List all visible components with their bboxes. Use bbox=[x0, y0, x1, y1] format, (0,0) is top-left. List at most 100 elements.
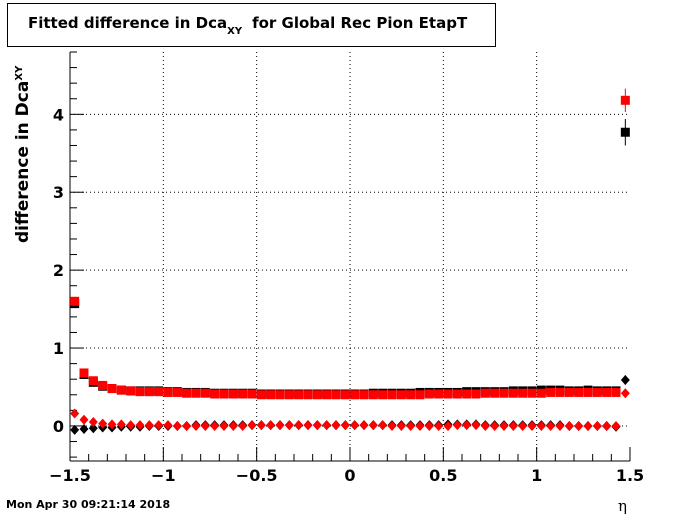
data-point bbox=[256, 390, 266, 400]
data-point bbox=[583, 420, 593, 431]
x-tick-label: 1 bbox=[531, 466, 542, 485]
data-point bbox=[144, 387, 154, 397]
data-point bbox=[322, 420, 332, 431]
data-point bbox=[88, 423, 98, 434]
data-point bbox=[79, 424, 89, 435]
x-tick-label: 0.5 bbox=[429, 466, 457, 485]
data-point bbox=[135, 387, 145, 397]
series-1 bbox=[70, 88, 630, 400]
data-point bbox=[480, 388, 490, 398]
y-tick-label: 4 bbox=[53, 105, 64, 124]
data-point bbox=[144, 420, 154, 431]
data-point bbox=[499, 420, 509, 431]
data-point bbox=[527, 388, 537, 398]
data-point bbox=[443, 389, 453, 399]
y-axis-label-sub: XY bbox=[14, 65, 25, 81]
data-point bbox=[116, 419, 126, 430]
data-point bbox=[200, 388, 210, 398]
data-point bbox=[172, 387, 182, 397]
data-point bbox=[303, 390, 313, 400]
data-point bbox=[322, 390, 332, 400]
data-point bbox=[396, 390, 406, 400]
data-point bbox=[555, 420, 565, 431]
data-point bbox=[415, 420, 425, 431]
x-tick-label: 0 bbox=[344, 466, 355, 485]
data-point bbox=[620, 374, 630, 385]
grid bbox=[70, 52, 630, 461]
data-point bbox=[88, 376, 98, 386]
y-axis-label-main: difference in Dca bbox=[13, 81, 33, 243]
data-point bbox=[574, 420, 584, 431]
y-axis-label: difference in DcaXY bbox=[13, 65, 33, 243]
data-point bbox=[415, 390, 425, 400]
data-point bbox=[135, 420, 145, 431]
data-point bbox=[611, 387, 621, 397]
data-point bbox=[462, 420, 472, 431]
y-tick-label: 3 bbox=[53, 183, 64, 202]
data-point bbox=[350, 420, 360, 431]
data-point bbox=[471, 389, 481, 399]
data-point bbox=[294, 390, 304, 400]
data-point bbox=[210, 420, 220, 431]
data-point bbox=[331, 420, 341, 431]
data-point bbox=[620, 95, 630, 105]
data-point bbox=[340, 390, 350, 400]
data-point bbox=[116, 385, 126, 395]
data-point bbox=[191, 420, 201, 431]
data-point bbox=[331, 390, 341, 400]
data-point bbox=[499, 388, 509, 398]
data-point bbox=[79, 414, 89, 425]
data-point bbox=[126, 386, 136, 396]
data-point bbox=[163, 420, 173, 431]
title-subscript: XY bbox=[227, 26, 243, 37]
data-point bbox=[480, 420, 490, 431]
data-point bbox=[312, 390, 322, 400]
data-point bbox=[200, 420, 210, 431]
data-point bbox=[98, 418, 108, 429]
data-point bbox=[312, 420, 322, 431]
data-point bbox=[611, 420, 621, 431]
data-point bbox=[424, 420, 434, 431]
data-point bbox=[508, 420, 518, 431]
data-point bbox=[490, 388, 500, 398]
data-point bbox=[378, 420, 388, 431]
data-point bbox=[247, 389, 257, 399]
data-point bbox=[210, 389, 220, 399]
data-point bbox=[228, 420, 238, 431]
data-point bbox=[70, 408, 80, 419]
title-rest: for Global Rec Pion EtapT bbox=[252, 14, 468, 32]
data-point bbox=[163, 387, 173, 397]
data-point bbox=[602, 387, 612, 397]
data-point bbox=[172, 420, 182, 431]
data-point bbox=[452, 420, 462, 431]
timestamp: Mon Apr 30 09:21:14 2018 bbox=[6, 498, 171, 511]
data-point bbox=[546, 387, 556, 397]
data-point bbox=[602, 420, 612, 431]
data-point bbox=[443, 420, 453, 431]
data-point bbox=[434, 389, 444, 399]
data-point bbox=[368, 390, 378, 400]
data-point bbox=[536, 420, 546, 431]
data-point bbox=[620, 388, 630, 399]
data-point bbox=[275, 420, 285, 431]
data-point bbox=[350, 390, 360, 400]
data-point bbox=[359, 390, 369, 400]
y-tick-label: 2 bbox=[53, 261, 64, 280]
data-point bbox=[490, 420, 500, 431]
data-point bbox=[564, 420, 574, 431]
x-tick-label: −1 bbox=[151, 466, 176, 485]
data-point bbox=[79, 368, 89, 378]
data-point bbox=[154, 420, 164, 431]
data-point bbox=[471, 420, 481, 431]
data-point bbox=[583, 387, 593, 397]
title-main: Fitted difference in Dca bbox=[28, 14, 228, 32]
data-point bbox=[592, 420, 602, 431]
y-tick-label: 1 bbox=[53, 339, 64, 358]
data-point bbox=[256, 420, 266, 431]
data-point bbox=[396, 420, 406, 431]
data-point bbox=[462, 389, 472, 399]
data-point bbox=[340, 420, 350, 431]
data-point bbox=[406, 420, 416, 431]
title-box: Fitted difference in DcaXY for Global Rec… bbox=[7, 3, 496, 47]
